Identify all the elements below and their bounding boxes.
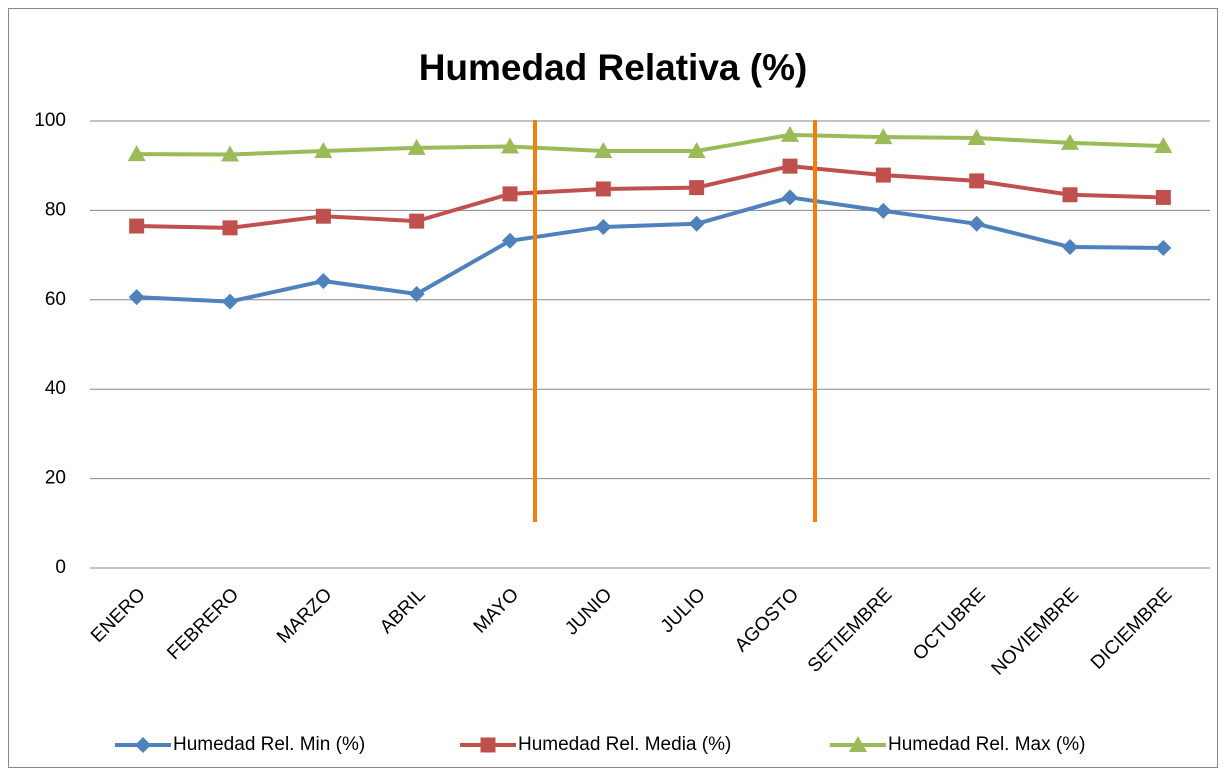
legend-label: Humedad Rel. Min (%) [173, 734, 365, 755]
data-point [128, 289, 145, 306]
data-point [407, 138, 426, 155]
data-point [315, 273, 332, 290]
chart-title: Humedad Relativa (%) [419, 47, 808, 88]
y-tick-label: 20 [45, 468, 66, 489]
data-point [222, 293, 238, 310]
data-point [221, 145, 239, 162]
data-point [969, 173, 985, 189]
data-point [1155, 189, 1171, 205]
chart-border [8, 8, 1218, 768]
data-point [127, 145, 146, 162]
data-point [315, 208, 331, 224]
data-point [687, 141, 706, 158]
series-line [136, 195, 1164, 304]
data-point [594, 141, 613, 158]
y-tick-label: 80 [45, 199, 66, 220]
data-point [875, 202, 892, 219]
legend-marker [849, 736, 867, 752]
legend-marker [135, 737, 151, 753]
y-tick-label: 40 [45, 378, 66, 399]
data-point [502, 186, 518, 202]
data-point [967, 128, 986, 145]
legend-label: Humedad Rel. Max (%) [888, 734, 1085, 755]
data-point [782, 158, 798, 174]
data-point [968, 215, 985, 232]
y-tick-label: 0 [55, 557, 66, 578]
data-point [874, 128, 893, 145]
y-tick-label: 60 [45, 289, 66, 310]
series-line [136, 132, 1164, 157]
data-point [1154, 137, 1173, 154]
data-point [409, 213, 425, 229]
data-point [781, 125, 799, 142]
data-point [1062, 239, 1078, 256]
data-point [222, 220, 238, 236]
data-point [501, 137, 519, 154]
data-point [1155, 239, 1172, 256]
y-tick-label: 100 [34, 110, 66, 131]
data-point [782, 189, 798, 206]
data-point [689, 180, 705, 196]
legend-label: Humedad Rel. Media (%) [518, 734, 731, 755]
legend-marker [480, 737, 496, 753]
data-point [408, 285, 425, 302]
data-point [1062, 187, 1078, 203]
data-point [875, 167, 891, 183]
data-point [502, 232, 518, 249]
data-point [595, 218, 612, 235]
data-point [314, 141, 333, 158]
data-point [129, 218, 145, 234]
data-point [688, 215, 705, 232]
data-point [1061, 133, 1079, 150]
data-point [595, 181, 611, 197]
series-line [136, 164, 1164, 230]
